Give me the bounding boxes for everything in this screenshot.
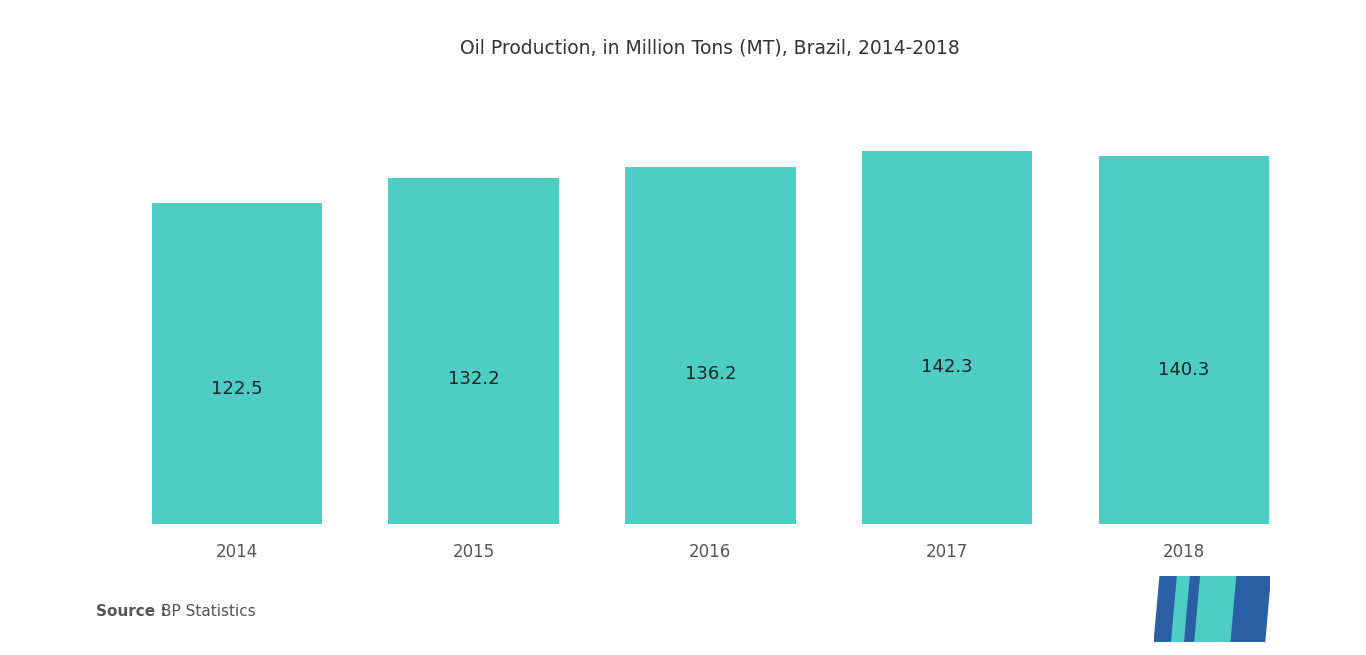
Polygon shape xyxy=(1172,576,1188,642)
Text: BP Statistics: BP Statistics xyxy=(161,604,255,619)
Text: 142.3: 142.3 xyxy=(921,358,973,377)
Polygon shape xyxy=(1154,576,1201,642)
Title: Oil Production, in Million Tons (MT), Brazil, 2014-2018: Oil Production, in Million Tons (MT), Br… xyxy=(460,39,960,58)
Bar xyxy=(388,178,559,524)
Text: 122.5: 122.5 xyxy=(210,380,262,398)
Text: Source :: Source : xyxy=(96,604,167,619)
Bar xyxy=(1098,157,1269,524)
Polygon shape xyxy=(1224,576,1270,642)
Bar xyxy=(626,167,795,524)
Text: 140.3: 140.3 xyxy=(1158,361,1209,379)
Text: 132.2: 132.2 xyxy=(448,369,500,388)
Polygon shape xyxy=(1195,576,1236,642)
Text: 136.2: 136.2 xyxy=(684,365,736,383)
Bar xyxy=(152,203,322,524)
Bar xyxy=(862,151,1033,524)
